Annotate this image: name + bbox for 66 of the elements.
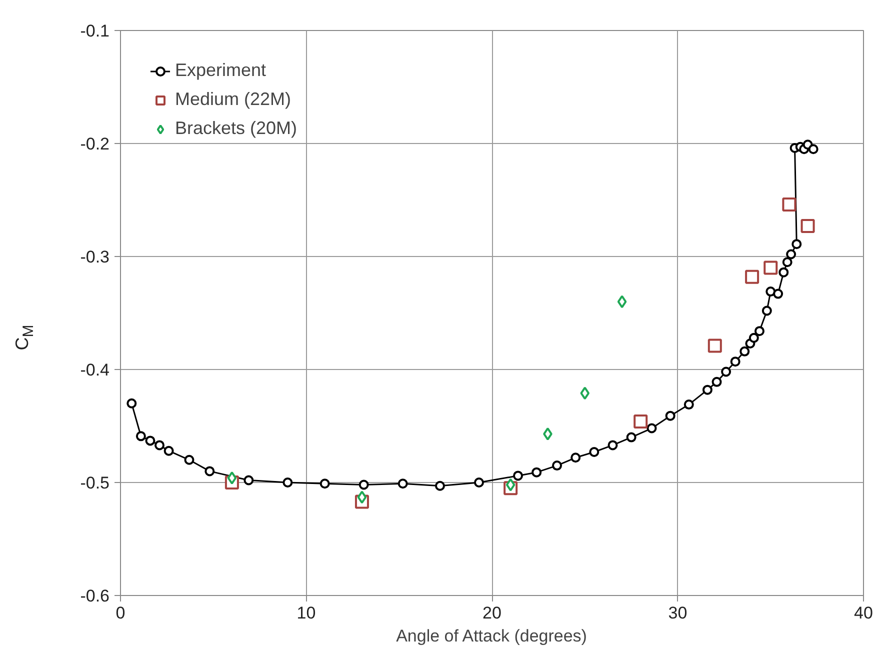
point <box>766 286 776 297</box>
y-tick-label: -0.2 <box>80 134 110 154</box>
legend-label: Experiment <box>175 60 266 81</box>
y-tick-label: -0.6 <box>80 586 110 606</box>
point <box>145 436 156 446</box>
point <box>580 386 590 400</box>
point <box>740 346 750 356</box>
point <box>665 410 676 421</box>
point <box>543 427 552 440</box>
point <box>532 467 542 478</box>
point <box>773 288 784 299</box>
point <box>778 267 789 278</box>
point <box>244 475 254 486</box>
point <box>617 295 627 308</box>
point <box>684 400 694 410</box>
x-axis-title: Angle of Attack (degrees) <box>396 626 587 646</box>
point <box>782 198 796 212</box>
point <box>708 338 722 353</box>
point <box>570 452 581 463</box>
point <box>398 478 408 489</box>
point <box>164 446 174 456</box>
point <box>646 423 657 434</box>
y-tick-label: -0.5 <box>80 474 110 492</box>
point <box>282 478 293 488</box>
point <box>552 460 562 471</box>
point <box>204 466 215 476</box>
point <box>608 440 618 450</box>
point <box>474 478 484 488</box>
point <box>513 470 524 481</box>
point <box>782 257 792 268</box>
point <box>721 366 732 377</box>
point <box>762 306 772 316</box>
point <box>136 431 146 442</box>
x-tick-label: 10 <box>296 604 316 622</box>
point <box>227 471 237 484</box>
point <box>154 440 165 450</box>
x-tick-label: 0 <box>116 604 126 622</box>
y-tick-label: -0.1 <box>80 22 110 40</box>
legend-label: Medium (22M) <box>175 89 292 110</box>
point <box>792 239 802 250</box>
point <box>730 356 740 367</box>
y-tick-label: -0.4 <box>80 360 110 380</box>
point <box>126 398 137 408</box>
point <box>786 249 796 260</box>
point <box>754 326 764 336</box>
point <box>626 432 636 442</box>
point <box>589 447 600 457</box>
point <box>634 414 648 428</box>
point <box>800 218 815 233</box>
x-tick-label: 30 <box>668 604 688 622</box>
legend-label: Brackets (20M) <box>175 118 298 139</box>
point <box>357 490 367 504</box>
point <box>702 384 712 395</box>
x-tick-label: 20 <box>482 604 502 622</box>
point <box>748 332 759 343</box>
point <box>506 478 516 492</box>
point <box>358 480 369 490</box>
point <box>808 144 818 154</box>
point <box>764 260 778 275</box>
point <box>434 480 445 491</box>
y-tick-label: -0.3 <box>80 248 110 266</box>
point <box>320 478 330 489</box>
point <box>712 376 722 387</box>
point <box>745 270 760 284</box>
x-tick-label: 40 <box>854 604 873 622</box>
point <box>184 454 194 465</box>
